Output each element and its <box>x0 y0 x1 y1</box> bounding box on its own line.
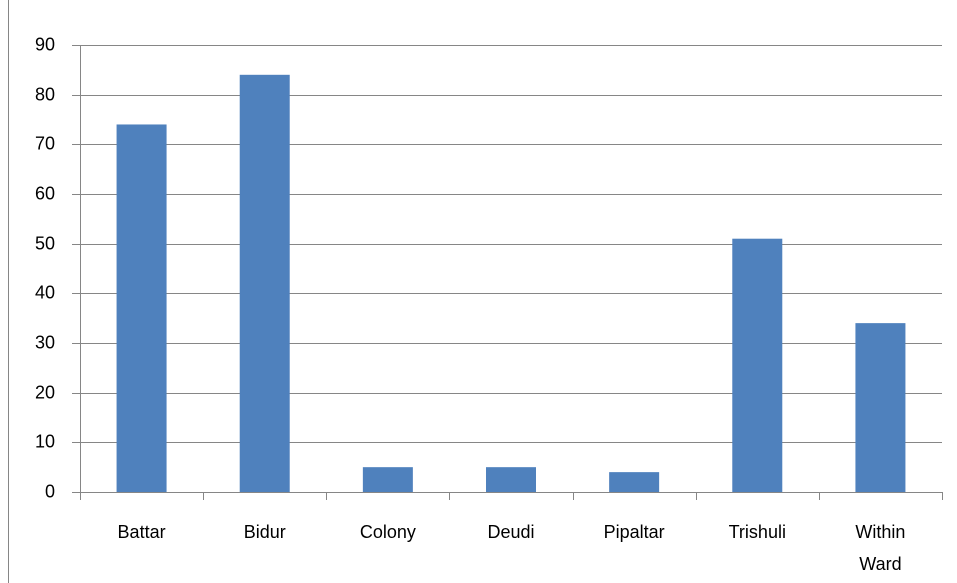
y-tick-label: 50 <box>35 233 55 253</box>
y-tick-label: 30 <box>35 332 55 352</box>
x-tick-label: Battar <box>118 522 166 542</box>
x-tick-label: Deudi <box>487 522 534 542</box>
x-tick-label: Pipaltar <box>604 522 665 542</box>
bar <box>486 467 536 492</box>
y-tick-label: 40 <box>35 282 55 302</box>
x-tick-label: Bidur <box>244 522 286 542</box>
x-tick-label: Trishuli <box>729 522 786 542</box>
y-tick-label: 70 <box>35 133 55 153</box>
x-tick-label: Colony <box>360 522 416 542</box>
bar <box>239 74 290 493</box>
bar <box>732 238 783 492</box>
y-tick-label: 20 <box>35 382 55 402</box>
y-tick-label: 60 <box>35 183 55 203</box>
bar <box>609 472 660 492</box>
bar <box>116 124 167 492</box>
bar <box>362 467 413 492</box>
y-tick-label: 10 <box>35 431 55 451</box>
y-tick-label: 0 <box>45 481 55 501</box>
bar <box>855 323 906 492</box>
y-tick-label: 80 <box>35 84 55 104</box>
x-tick-label: Within Ward <box>855 522 905 574</box>
y-tick-label: 90 <box>35 34 55 54</box>
